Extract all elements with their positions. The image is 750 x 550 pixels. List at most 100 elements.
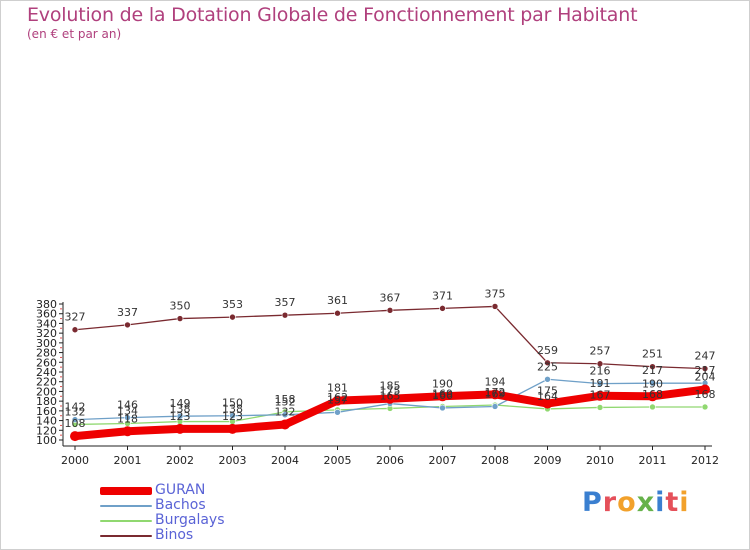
- legend-swatch-burgalays: [100, 520, 152, 522]
- data-label-burgalays: 164: [537, 390, 558, 403]
- data-label-burgalays: 138: [222, 403, 243, 416]
- data-point-bachos: [281, 411, 289, 419]
- y-tick-label: 300: [36, 337, 57, 350]
- data-label-guran: 190: [642, 377, 663, 390]
- x-tick-label: 2000: [61, 454, 89, 467]
- data-label-binos: 247: [695, 350, 716, 363]
- data-label-burgalays: 132: [65, 405, 86, 418]
- y-tick-label: 280: [36, 347, 57, 360]
- data-label-binos: 257: [590, 345, 611, 358]
- logo-letter: i: [655, 487, 666, 518]
- proxiti-logo: Proxiti: [582, 487, 690, 518]
- axes: 1001201401601802002202402602803003203403…: [36, 298, 719, 467]
- x-tick-label: 2008: [481, 454, 509, 467]
- data-label-guran: 204: [695, 370, 716, 383]
- y-tick-label: 260: [36, 356, 57, 369]
- data-label-guran: 132: [275, 405, 296, 418]
- data-point-binos: [701, 365, 709, 372]
- data-label-burgalays: 167: [590, 388, 611, 401]
- data-point-binos: [649, 363, 656, 370]
- data-point-guran: [227, 423, 238, 434]
- data-point-binos: [596, 360, 604, 368]
- legend-swatch-bachos: [100, 505, 152, 507]
- data-label-bachos: 152: [275, 396, 296, 409]
- data-point-guran: [700, 384, 710, 395]
- data-point-bachos: [124, 414, 131, 421]
- data-label-binos: 251: [642, 348, 663, 361]
- y-tick-label: 140: [36, 415, 57, 428]
- data-label-burgalays: 168: [642, 388, 663, 401]
- data-point-binos: [281, 311, 289, 319]
- data-label-bachos: 217: [695, 364, 716, 377]
- data-label-guran: 191: [590, 377, 611, 390]
- line-chart: 1001201401601802002202402602803003203403…: [36, 287, 719, 467]
- data-point-binos: [71, 326, 79, 334]
- data-label-burgalays: 158: [275, 393, 296, 406]
- data-label-bachos: 149: [170, 397, 191, 410]
- y-tick-label: 100: [36, 434, 57, 447]
- data-label-guran: 190: [432, 377, 453, 390]
- data-label-guran: 181: [327, 382, 348, 395]
- data-label-guran: 194: [485, 375, 506, 388]
- logo-letter: x: [636, 487, 656, 518]
- data-point-binos: [334, 309, 341, 317]
- series-line-binos: [74, 305, 706, 370]
- data-point-guran: [332, 395, 343, 406]
- logo-letter: r: [602, 487, 618, 518]
- data-label-bachos: 142: [65, 401, 86, 414]
- data-labels: 327 337 350 353 357 361 367 371 375 259 257 251 247 1…: [65, 287, 716, 430]
- y-tick-label: 220: [36, 376, 57, 389]
- x-tick-label: 2009: [534, 454, 562, 467]
- legend-label-burgalays: Burgalays: [155, 512, 225, 528]
- data-point-guran: [647, 391, 658, 402]
- data-label-binos: 337: [117, 306, 138, 319]
- legend-label-guran: GURAN: [155, 482, 206, 498]
- logo-letter: o: [617, 487, 637, 518]
- data-label-binos: 353: [222, 298, 243, 311]
- data-point-guran: [437, 391, 448, 402]
- y-tick-label: 200: [36, 385, 57, 398]
- data-label-guran: 118: [117, 412, 138, 425]
- x-tick-label: 2005: [324, 454, 352, 467]
- data-label-guran: 123: [170, 410, 191, 423]
- data-point-binos: [491, 303, 499, 310]
- legend-label-bachos: Bachos: [155, 497, 206, 513]
- y-tick-label: 360: [36, 308, 57, 321]
- data-point-binos: [229, 313, 236, 321]
- data-point-binos: [124, 321, 131, 329]
- data-label-binos: 371: [432, 289, 453, 302]
- legend-swatch-binos: [100, 535, 152, 537]
- data-point-guran: [385, 393, 395, 404]
- data-point-bachos: [544, 375, 551, 383]
- data-point-burgalays: [649, 403, 656, 411]
- data-label-bachos: 157: [327, 393, 348, 406]
- x-tick-label: 2002: [166, 454, 194, 467]
- data-label-burgalays: 162: [327, 391, 348, 404]
- logo-letter: P: [582, 487, 603, 518]
- y-tick-label: 380: [36, 298, 57, 311]
- data-label-binos: 361: [327, 294, 348, 307]
- data-label-binos: 350: [170, 300, 191, 313]
- series-lines: [70, 303, 710, 442]
- data-point-binos: [439, 305, 446, 312]
- data-point-binos: [386, 307, 394, 314]
- x-tick-label: 2010: [586, 454, 614, 467]
- data-point-guran: [595, 390, 605, 401]
- data-point-bachos: [71, 416, 79, 423]
- data-label-bachos: 217: [642, 364, 663, 377]
- data-label-burgalays: 172: [485, 386, 506, 399]
- data-label-burgalays: 169: [432, 387, 453, 400]
- legend-swatch-guran: [100, 487, 152, 495]
- chart-title: Evolution de la Dotation Globale de Fonc…: [27, 4, 638, 26]
- data-point-guran: [490, 389, 500, 400]
- data-point-bachos: [229, 412, 236, 420]
- x-tick-label: 2007: [429, 454, 457, 467]
- data-point-guran: [175, 423, 185, 434]
- data-label-bachos: 225: [537, 360, 558, 373]
- data-point-bachos: [439, 404, 446, 412]
- data-point-bachos: [334, 409, 341, 416]
- x-tick-label: 2011: [639, 454, 667, 467]
- data-label-guran: 108: [65, 417, 86, 430]
- data-label-burgalays: 138: [170, 403, 191, 416]
- data-label-burgalays: 134: [117, 404, 138, 417]
